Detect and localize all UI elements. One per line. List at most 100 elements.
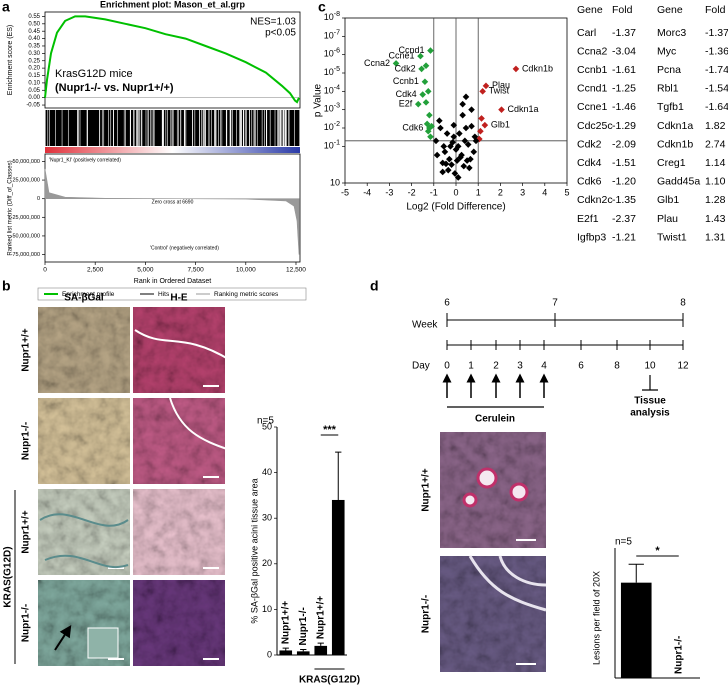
point-label: Cdk6 [402, 122, 423, 132]
x-tick-label: -5 [341, 187, 349, 197]
point [452, 146, 460, 153]
y-tick-label: 0.10 [28, 80, 40, 86]
day-value: 3 [517, 361, 523, 372]
annotation: p<0.05 [265, 28, 296, 39]
point [463, 157, 471, 164]
x-tick-label: -2 [408, 187, 416, 197]
x-tick-label: 2 [498, 187, 503, 197]
table-cell: Creg1 [657, 157, 686, 169]
y-tick-label: 10-6 [324, 48, 340, 60]
point [439, 159, 446, 167]
point [478, 115, 485, 122]
bar-label: Nupr1-/- [298, 607, 309, 645]
error-bar [317, 642, 324, 646]
y-tick-label: 40 [262, 467, 272, 477]
annotation: 'Control' (negatively correlated) [150, 245, 219, 251]
table-cell: -1.25 [612, 83, 636, 95]
y-tick-label: 0.45 [28, 29, 40, 35]
day-value: 6 [578, 361, 584, 372]
week-value: 6 [444, 298, 450, 309]
panel-letter: d [370, 278, 379, 294]
week-value: 8 [680, 298, 686, 309]
table-cell: Ccnb1 [577, 64, 608, 76]
x-tick-label: -1 [430, 187, 438, 197]
table-cell: Rbl1 [657, 83, 679, 95]
y-tick-label: 0.25 [28, 58, 40, 64]
point [461, 137, 469, 145]
table-cell: Glb1 [657, 194, 679, 206]
table-cell: Cdc25c [577, 120, 613, 132]
micrograph [38, 307, 130, 393]
significance-label: * [655, 545, 660, 557]
bar-label: Nupr1+/+ [315, 596, 326, 640]
point-label: Cdkn1a [508, 104, 539, 114]
point [446, 155, 453, 163]
bar [279, 650, 293, 655]
point [448, 161, 455, 168]
y-tick-label: 10 [330, 177, 340, 187]
bar [620, 582, 652, 678]
bar [331, 499, 345, 655]
timeline-label: Week [412, 320, 438, 331]
point [426, 124, 433, 132]
table-cell: -2.09 [612, 138, 636, 150]
y-tick-label: 10-5 [324, 66, 340, 78]
point-label: Ccnd1 [398, 45, 424, 55]
axis-title: Log2 (Fold Difference) [406, 202, 505, 213]
point [443, 130, 451, 137]
point-label: E2f [399, 99, 413, 109]
table-cell: 1.43 [705, 213, 726, 225]
point [421, 78, 429, 86]
table-cell: -1.61 [612, 64, 636, 76]
table-cell: Pcna [657, 64, 681, 76]
point [432, 137, 440, 145]
table-header: Fold [612, 4, 633, 16]
legend-label: Enrichment profile [62, 291, 115, 298]
y-tick-label: 0.30 [28, 51, 40, 57]
point [454, 143, 462, 150]
x-tick-label: 1 [476, 187, 481, 197]
table-cell: Cdkn2c [577, 194, 613, 206]
point [471, 133, 479, 141]
table-cell: -1.36 [705, 45, 728, 57]
point [468, 106, 475, 113]
y-tick-label: 0.15 [28, 73, 40, 79]
point [418, 65, 425, 73]
metric-area [44, 168, 300, 255]
y-tick-label: -25,000,000 [11, 215, 40, 221]
point [460, 162, 468, 170]
bar-label: Nupr1-/- [333, 613, 344, 651]
y-tick-label: 10-4 [324, 84, 340, 96]
point [442, 160, 450, 168]
point [459, 111, 466, 119]
day-value: 0 [444, 361, 450, 372]
table-cell: -1.20 [612, 176, 636, 188]
x-tick-label: 5 [564, 187, 569, 197]
axis-title: Nupr1-/- [421, 595, 432, 633]
point [444, 166, 452, 174]
axis-title: p Value [313, 83, 324, 117]
column-label: H-E [170, 293, 188, 304]
table-cell: 2.74 [705, 138, 726, 150]
table-cell: -2.37 [612, 213, 636, 225]
panel-letter: a [2, 0, 10, 15]
point [450, 133, 458, 141]
endpoint-label: analysis [630, 408, 670, 419]
micrograph [133, 398, 225, 484]
micrograph [440, 556, 546, 672]
point-label: Cdk4 [396, 89, 417, 99]
duct [39, 513, 129, 568]
table-cell: Cdk2 [577, 138, 602, 150]
micrograph [133, 580, 225, 666]
panel-letter: b [2, 278, 11, 294]
y-tick-label: 10 [262, 604, 272, 614]
x-tick-label: 0 [43, 267, 47, 274]
bar-label: Nupr1+/+ [631, 630, 642, 674]
y-tick-label: 0.00 [28, 95, 40, 101]
point [414, 100, 422, 108]
y-tick-label: -50,000,000 [11, 233, 40, 239]
annotation: 'Nupr1_KI' (positively correlated) [49, 157, 121, 163]
panel-letter: c [318, 0, 326, 15]
point-label: Ccna2 [364, 58, 390, 68]
stroma [468, 555, 547, 612]
